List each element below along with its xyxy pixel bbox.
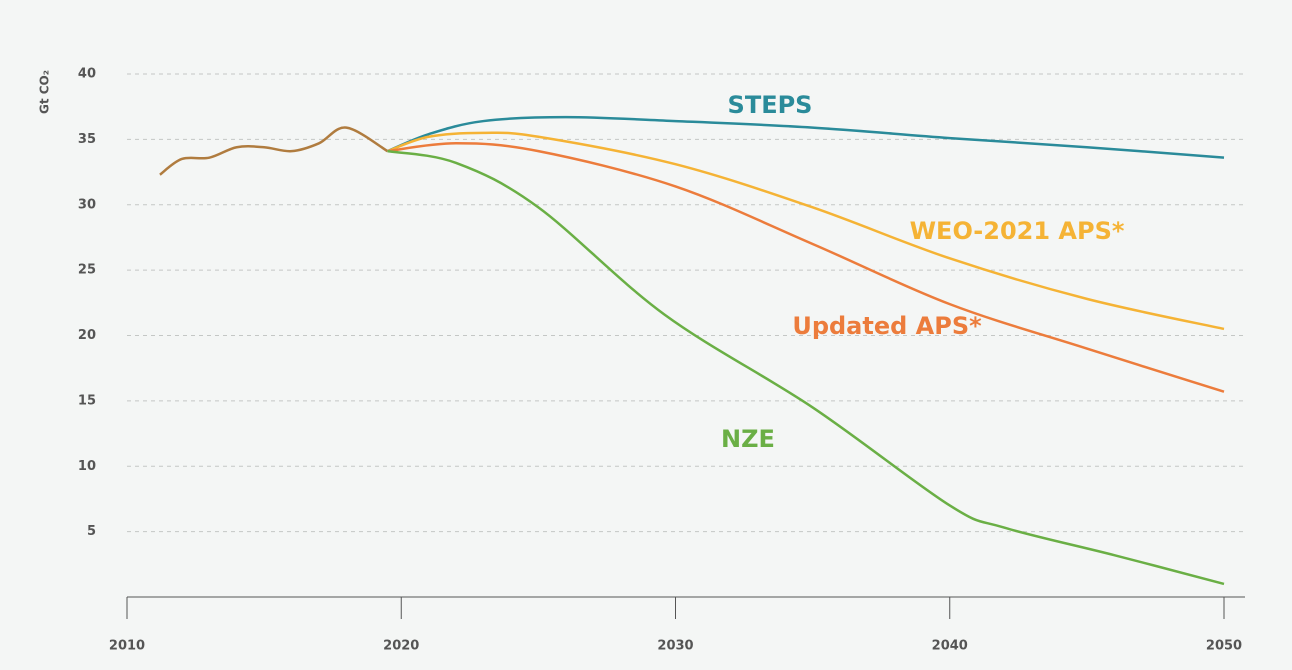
y-tick-label: 20 [78, 328, 96, 343]
x-tick-label: 2050 [1206, 639, 1242, 654]
series-line [387, 115, 1225, 159]
y-tick-label: 35 [78, 132, 96, 147]
y-tick-label: 30 [78, 197, 96, 212]
series-label: WEO-2021 APS* [910, 217, 1125, 245]
y-tick-label: 25 [78, 263, 96, 278]
x-tick-label: 2020 [383, 639, 419, 654]
y-tick-label: 15 [78, 393, 96, 408]
x-tick-label: 2040 [932, 639, 968, 654]
series-label: NZE [721, 425, 775, 453]
y-tick-label: 40 [78, 67, 96, 82]
x-tick-label: 2030 [657, 639, 693, 654]
x-tick-label: 2010 [109, 639, 145, 654]
series-line [387, 142, 1225, 393]
series-label: Updated APS* [792, 312, 982, 340]
y-tick-label: 10 [78, 459, 96, 474]
series-line [159, 126, 389, 176]
series-line [387, 149, 1225, 586]
series-label: STEPS [728, 91, 813, 119]
series-line [387, 131, 1225, 331]
y-axis-label: Gt CO₂ [38, 70, 52, 114]
y-tick-label: 5 [87, 524, 96, 539]
